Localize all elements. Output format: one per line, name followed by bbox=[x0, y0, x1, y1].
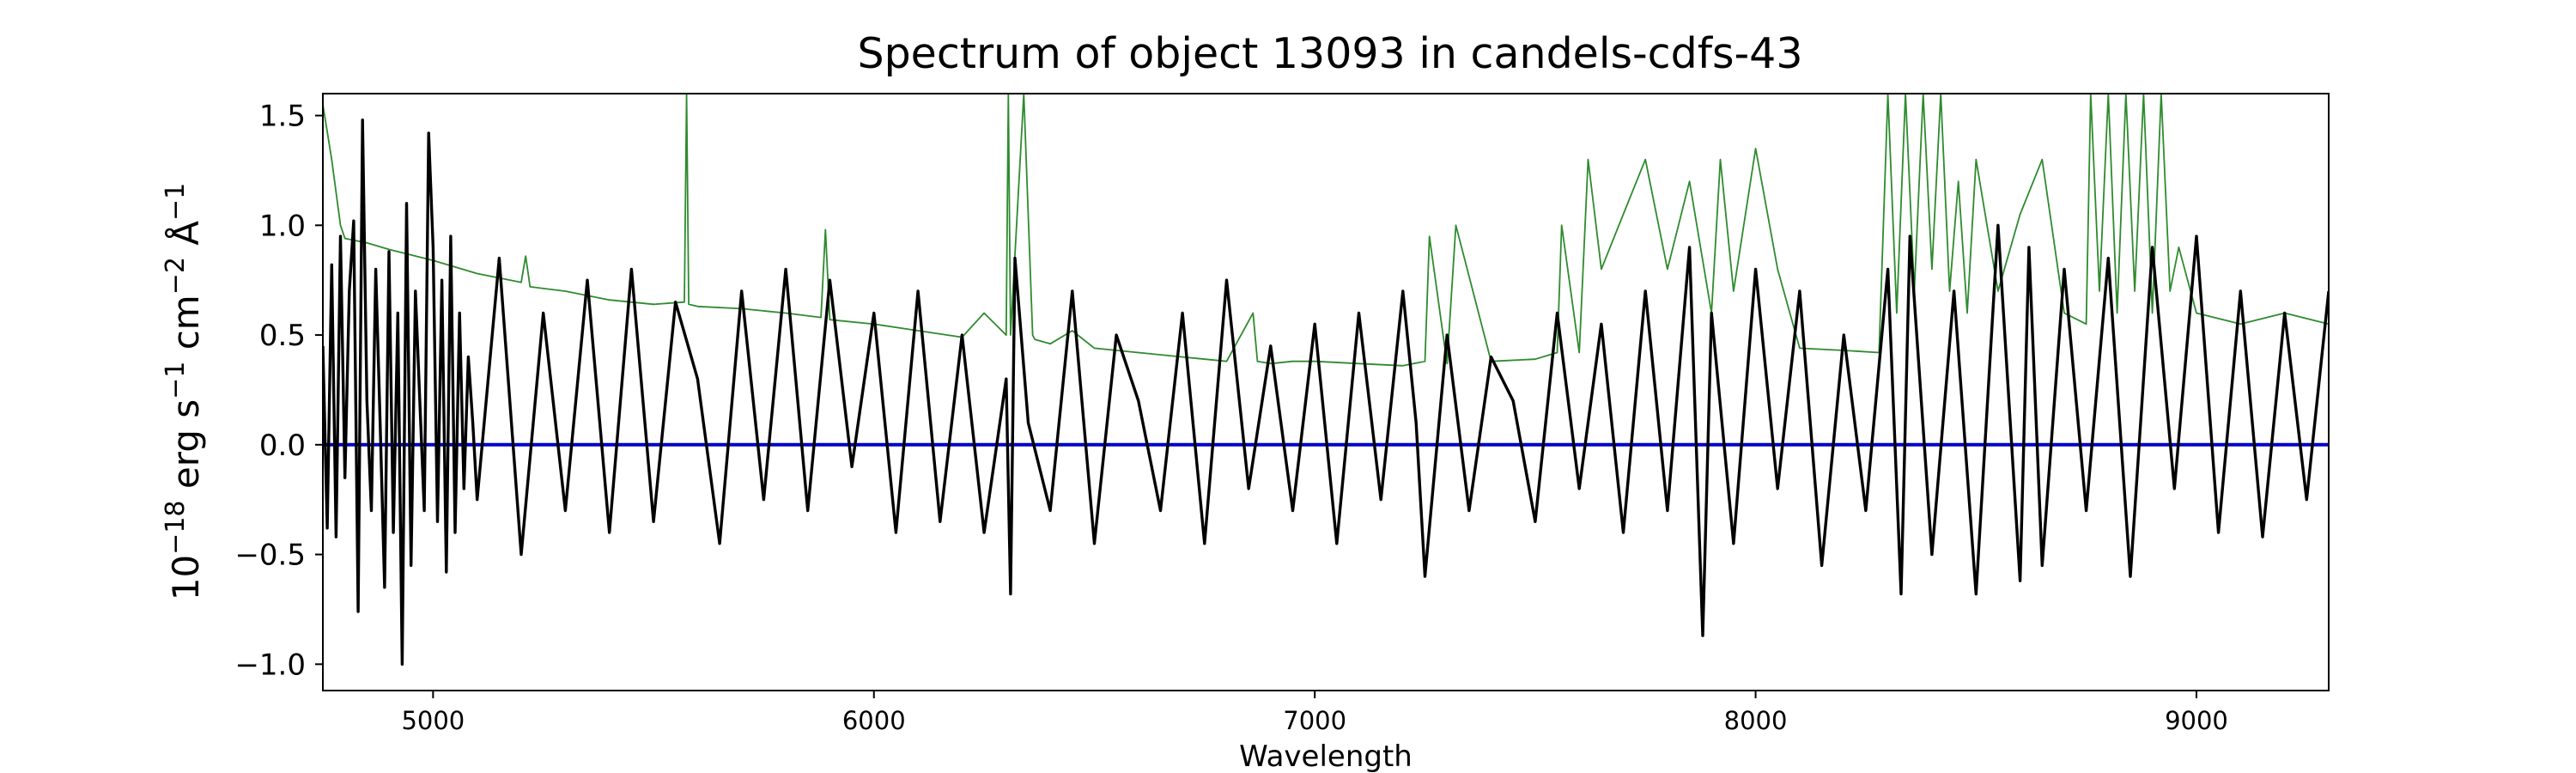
y-axis: −1.0 −0.5 0.0 0.5 1.0 1.5 bbox=[234, 100, 323, 682]
plot-area bbox=[323, 94, 2329, 666]
axes-frame bbox=[322, 93, 2330, 691]
x-tick-label: 5000 bbox=[401, 706, 465, 735]
y-tick-label: −0.5 bbox=[234, 539, 306, 573]
x-tick-label: 7000 bbox=[1283, 706, 1346, 735]
y-tick-label: −1.0 bbox=[234, 648, 306, 682]
x-tick-label: 8000 bbox=[1724, 706, 1788, 735]
spectrum-line bbox=[323, 118, 2329, 666]
x-axis-label: Wavelength bbox=[1239, 740, 1413, 773]
x-tick-label: 9000 bbox=[2165, 706, 2228, 735]
series-layer bbox=[323, 94, 2329, 666]
y-tick-label: 1.5 bbox=[259, 100, 306, 134]
error-spectrum-line bbox=[323, 94, 2329, 367]
chart-title: Spectrum of object 13093 in candels-cdfs… bbox=[857, 29, 1802, 78]
x-axis: 5000 6000 7000 8000 9000 bbox=[401, 691, 2228, 735]
y-axis-label: 10−18 erg s−1 cm−2 Å−1 bbox=[161, 183, 208, 601]
y-tick-label: 1.0 bbox=[259, 209, 306, 243]
x-tick-label: 6000 bbox=[842, 706, 906, 735]
y-tick-label: 0.5 bbox=[259, 319, 306, 353]
y-tick-label: 0.0 bbox=[259, 429, 306, 463]
svg-text:10−18 erg s−1 cm−2 Å−1: 10−18 erg s−1 cm−2 Å−1 bbox=[161, 183, 208, 601]
